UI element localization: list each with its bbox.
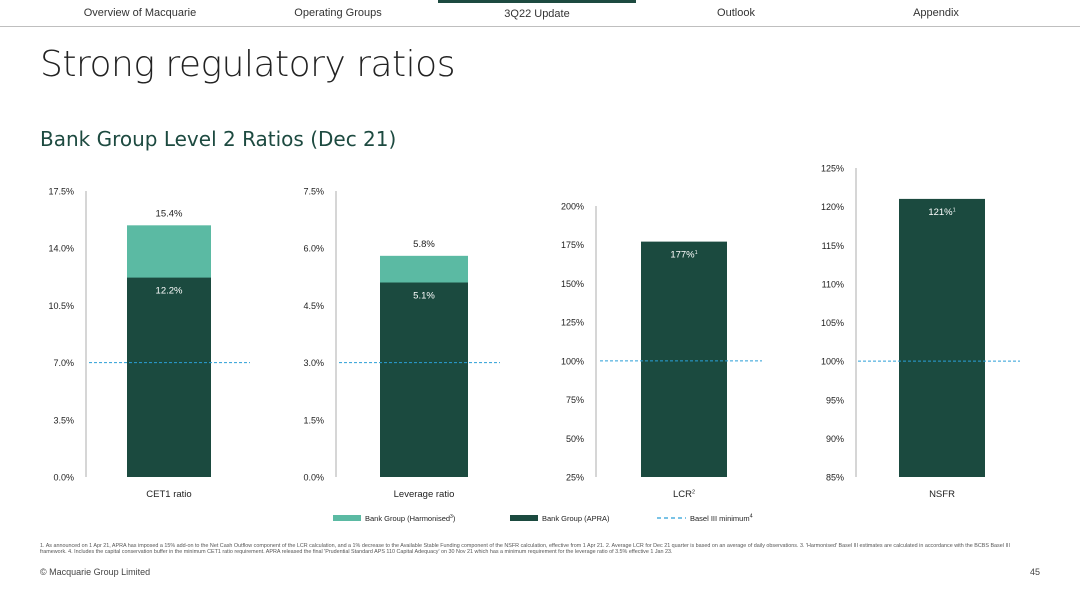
section-subtitle: Bank Group Level 2 Ratios (Dec 21) <box>40 127 397 151</box>
chart-3-tick-label: 100% <box>561 356 584 366</box>
chart-3-tick-label: 150% <box>561 279 584 289</box>
chart-3-category-label: LCR2 <box>673 489 695 500</box>
chart-4-tick-label: 105% <box>821 318 844 328</box>
chart-4-category-label: NSFR <box>929 489 955 500</box>
legend-swatch-harmonised <box>333 515 361 521</box>
chart-1-tick-label: 14.0% <box>48 244 74 254</box>
chart-3-tick-label: 50% <box>566 434 584 444</box>
chart-4-tick-label: 115% <box>822 241 844 251</box>
page-title: Strong regulatory ratios <box>40 44 455 85</box>
chart-2-tick-label: 0.0% <box>303 473 324 483</box>
chart-4-tick-label: 110% <box>822 279 844 289</box>
chart-2-category-label: Leverage ratio <box>394 489 455 500</box>
legend-label-apra: Bank Group (APRA) <box>542 514 610 523</box>
chart-2-label-apra: 5.1% <box>413 291 435 302</box>
legend-label-basel: Basel III minimum4 <box>690 514 753 524</box>
chart-4-tick-label: 120% <box>821 202 844 212</box>
chart-4-label-apra: 121%1 <box>928 207 955 218</box>
chart-1-bar-apra <box>127 277 211 477</box>
chart-1-tick-label: 10.5% <box>48 301 74 311</box>
chart-3-bar-apra <box>641 241 727 477</box>
nav-tab-operating-groups[interactable]: Operating Groups <box>294 7 382 19</box>
chart-1-tick-label: 17.5% <box>48 187 74 197</box>
page-number: 45 <box>1029 567 1040 577</box>
chart-4-tick-label: 90% <box>826 434 844 444</box>
chart-4-bar-apra <box>899 198 985 477</box>
chart-3-tick-label: 175% <box>561 240 584 250</box>
chart-4-tick-label: 100% <box>821 357 844 367</box>
copyright: © Macquarie Group Limited <box>40 567 151 577</box>
chart-1-label-apra: 12.2% <box>156 286 183 297</box>
chart-4-tick-label: 95% <box>826 395 844 405</box>
chart-3-tick-label: 200% <box>561 202 584 212</box>
chart-2-tick-label: 7.5% <box>303 187 324 197</box>
nav-tab-overview[interactable]: Overview of Macquarie <box>83 7 197 19</box>
chart-3-tick-label: 125% <box>561 318 584 328</box>
chart-1-label-harmonised: 15.4% <box>156 208 183 219</box>
chart-3-tick-label: 75% <box>566 395 584 405</box>
chart-2-tick-label: 3.0% <box>303 358 324 368</box>
chart-4-tick-label: 125% <box>821 164 844 174</box>
chart-3-label-apra: 177%1 <box>670 250 697 261</box>
nav-tab-3q22-update[interactable]: 3Q22 Update <box>438 0 636 26</box>
top-navigation: Overview of Macquarie Operating Groups 3… <box>0 0 1080 27</box>
chart-2-tick-label: 1.5% <box>303 415 324 425</box>
legend-swatch-apra <box>510 515 538 521</box>
chart-2-tick-label: 4.5% <box>303 301 324 311</box>
chart-1-tick-label: 7.0% <box>53 358 74 368</box>
chart-4-tick-label: 85% <box>826 473 844 483</box>
chart-2-tick-label: 6.0% <box>303 244 324 254</box>
chart-2-bar-apra <box>380 282 468 477</box>
legend-label-harmonised: Bank Group (Harmonised3) <box>365 514 456 523</box>
chart-1-tick-label: 3.5% <box>53 415 74 425</box>
nav-tab-outlook[interactable]: Outlook <box>717 7 755 19</box>
nav-tab-appendix[interactable]: Appendix <box>913 7 959 19</box>
chart-2-label-harmonised: 5.8% <box>413 239 435 250</box>
footnote: 1. As announced on 1 Apr 21, APRA has im… <box>40 543 1010 556</box>
chart-3-tick-label: 25% <box>566 473 584 483</box>
chart-1-tick-label: 0.0% <box>53 473 74 483</box>
chart-1-category-label: CET1 ratio <box>146 489 191 500</box>
